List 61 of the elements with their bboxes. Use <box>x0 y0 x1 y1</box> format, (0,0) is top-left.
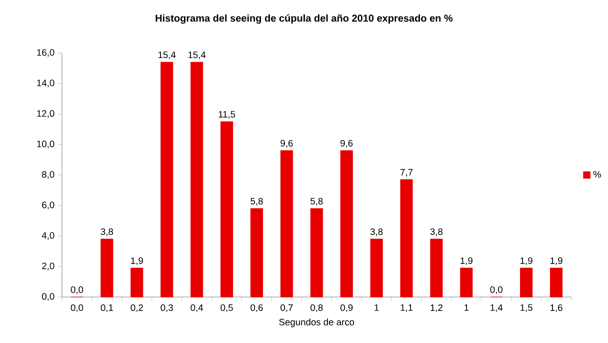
data-label: 0,0 <box>70 286 84 294</box>
x-tick-label: 0,3 <box>160 304 173 312</box>
data-label: 1,9 <box>460 257 472 266</box>
x-tick-label: 0,2 <box>130 304 143 312</box>
bar <box>250 208 263 298</box>
data-label: 1,9 <box>550 257 562 266</box>
bar <box>430 238 443 298</box>
bar <box>400 179 413 298</box>
x-tick-label: 1,5 <box>520 304 532 312</box>
data-label: 15,4 <box>188 52 206 60</box>
bar <box>370 238 383 298</box>
data-label: 1,9 <box>520 257 532 266</box>
bar <box>310 208 323 298</box>
y-tick-label: 12,0 <box>37 110 54 118</box>
bar <box>520 268 533 298</box>
y-tick-label: 4,0 <box>42 232 54 240</box>
bar <box>550 268 563 298</box>
bar <box>160 62 174 298</box>
data-label: 5,8 <box>310 198 323 206</box>
legend-label: % <box>593 171 602 178</box>
x-tick-label: 1,4 <box>490 304 503 312</box>
bar <box>280 150 293 298</box>
y-tick-label: 14,0 <box>37 80 54 88</box>
x-tick-label: 1 <box>374 304 379 311</box>
x-tick-label: 0,5 <box>220 304 233 312</box>
x-tick-label: 0,8 <box>310 304 323 312</box>
data-label: 0,0 <box>490 286 502 294</box>
bar <box>190 62 204 298</box>
y-tick-label: 8,0 <box>42 171 54 179</box>
x-tick-label: 1,1 <box>400 304 413 312</box>
data-label: 9,6 <box>280 140 293 148</box>
y-tick-label: 6,0 <box>42 202 54 210</box>
y-tick-label: 10,0 <box>37 140 54 148</box>
x-tick-label: 0,7 <box>280 304 293 312</box>
bar <box>100 238 114 298</box>
x-tick-label: 0,4 <box>190 304 204 312</box>
data-label: 15,4 <box>158 52 176 60</box>
data-label: 9,6 <box>340 140 353 148</box>
bar <box>130 268 144 298</box>
data-label: 3,8 <box>430 228 443 236</box>
x-tick-label: 1,2 <box>430 304 442 312</box>
data-label: 3,8 <box>370 228 383 236</box>
y-tick-label: 2,0 <box>42 262 54 270</box>
data-label: 3,8 <box>100 228 114 236</box>
bar <box>460 268 473 298</box>
x-tick-label: 1 <box>464 304 469 311</box>
x-tick-label: 1,6 <box>550 304 562 312</box>
data-label: 11,5 <box>218 111 236 119</box>
x-tick-label: 0,1 <box>100 304 113 312</box>
y-tick-label: 16,0 <box>37 49 54 57</box>
data-label: 1,9 <box>131 257 143 266</box>
chart-title: Histograma del seeing de cúpula del año 2010 expresado en % <box>156 14 453 24</box>
x-tick-label: 0,0 <box>70 304 84 312</box>
x-tick-label: 0,6 <box>250 304 263 312</box>
data-label: 5,8 <box>250 198 263 206</box>
data-label: 7,7 <box>400 169 413 177</box>
bar <box>220 121 234 298</box>
bar <box>340 150 353 298</box>
x-tick-label: 0,9 <box>340 304 353 312</box>
y-tick-label: 0,0 <box>42 293 54 301</box>
x-axis-title: Segundos de arco <box>279 318 354 328</box>
